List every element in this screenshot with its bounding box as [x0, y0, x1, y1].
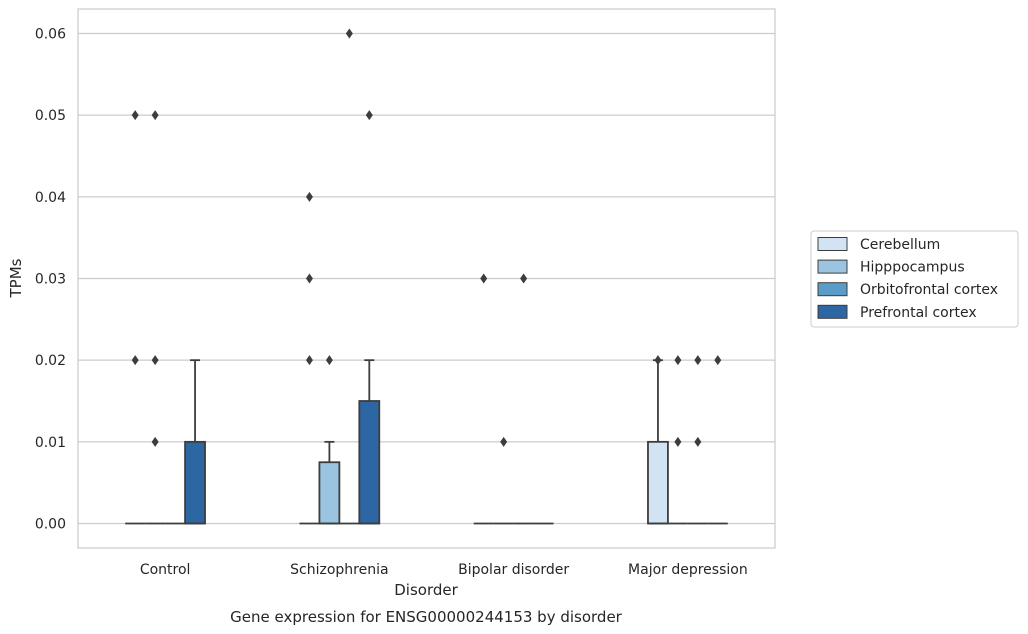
- outlier-point: [714, 355, 722, 366]
- y-tick-label: 0.01: [35, 435, 66, 451]
- box-hipppocampus: [493, 436, 514, 525]
- box-cerebellum: [125, 110, 146, 525]
- box-body: [647, 440, 669, 525]
- plot-area-frame: [77, 8, 776, 549]
- chart-caption: Gene expression for ENSG00000244153 by d…: [230, 608, 623, 626]
- legend-swatch: [817, 237, 848, 251]
- legend-swatch: [817, 304, 848, 319]
- legend-swatch: [817, 282, 848, 297]
- y-axis-title: TPMs: [7, 258, 25, 298]
- outlier-point: [131, 110, 139, 121]
- x-axis-title: Disorder: [394, 581, 458, 599]
- box-body: [358, 400, 381, 525]
- outlier-point: [520, 273, 528, 284]
- box-cerebellum: [299, 191, 320, 525]
- legend-frame: [810, 230, 1019, 328]
- outlier-point: [151, 110, 159, 121]
- outlier-point: [131, 355, 139, 366]
- box-body: [318, 461, 341, 525]
- box-cerebellum: [647, 355, 669, 525]
- box-orbitofrontal-cortex: [687, 355, 708, 525]
- y-tick-label: 0.05: [35, 108, 66, 124]
- outlier-point: [345, 28, 353, 39]
- x-tick-label: Bipolar disorder: [458, 562, 569, 578]
- y-tick-label: 0.02: [35, 353, 66, 369]
- outlier-point: [654, 355, 662, 366]
- y-tick-label: 0.03: [35, 272, 66, 288]
- outlier-point: [674, 436, 682, 447]
- grid-lines: [78, 32, 775, 525]
- y-tick-label: 0.06: [35, 27, 66, 43]
- legend: Cerebellum Hipppocampus Orbitofrontal cort…: [810, 230, 1019, 328]
- x-tick-label: Major depression: [628, 562, 748, 578]
- legend-label: Hipppocampus: [860, 260, 965, 276]
- outlier-point: [365, 110, 373, 121]
- legend-swatch: [817, 259, 848, 274]
- legend-label: Cerebellum: [860, 237, 940, 253]
- box-prefrontal-cortex: [184, 359, 206, 525]
- outlier-point: [694, 436, 702, 447]
- outlier-point: [305, 273, 313, 284]
- outlier-point: [325, 355, 333, 366]
- boxes: [125, 28, 728, 525]
- box-prefrontal-cortex: [358, 110, 381, 525]
- box-orbitofrontal-cortex: [513, 273, 534, 525]
- outlier-point: [305, 191, 313, 202]
- x-tick-labels: Control Schizophrenia Bipolar disorder Majo…: [140, 562, 748, 578]
- outlier-point: [674, 355, 682, 366]
- outlier-point: [500, 436, 508, 447]
- outlier-point: [480, 273, 488, 284]
- x-tick-label: Schizophrenia: [290, 562, 388, 578]
- box-cerebellum: [473, 273, 494, 525]
- box-prefrontal-cortex: [707, 355, 728, 525]
- legend-label: Orbitofrontal cortex: [860, 282, 998, 298]
- box-orbitofrontal-cortex: [339, 28, 360, 525]
- outlier-point: [694, 355, 702, 366]
- outlier-point: [305, 355, 313, 366]
- box-hipppocampus: [145, 110, 166, 525]
- box-hipppocampus: [318, 355, 341, 525]
- y-tick-label: 0.00: [35, 517, 66, 533]
- outlier-point: [151, 355, 159, 366]
- outlier-point: [151, 436, 159, 447]
- box-hipppocampus: [667, 355, 688, 525]
- box-body: [184, 440, 206, 525]
- y-tick-label: 0.04: [35, 190, 66, 206]
- legend-label: Prefrontal cortex: [860, 305, 977, 321]
- y-tick-labels: 0.00 0.01 0.02 0.03 0.04 0.05 0.06: [35, 27, 66, 533]
- x-tick-label: Control: [140, 562, 191, 578]
